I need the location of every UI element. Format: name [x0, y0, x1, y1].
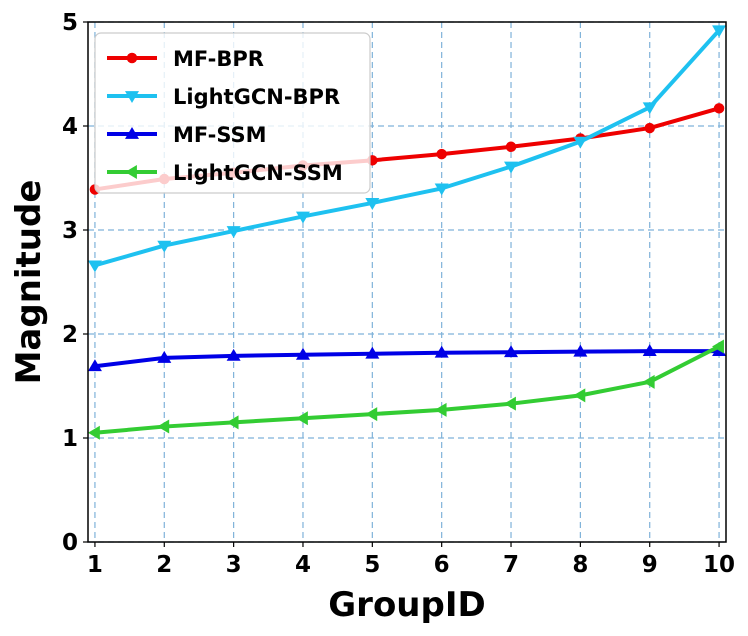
data-point: [365, 346, 380, 359]
x-tick-label: 9: [642, 552, 658, 578]
legend: MF-BPR LightGCN-BPR MF-SSM LightGCN-SSM: [94, 32, 371, 194]
data-point: [712, 25, 727, 38]
data-point: [713, 103, 725, 114]
data-point: [642, 102, 657, 115]
data-point: [87, 260, 102, 273]
data-point: [573, 344, 588, 357]
series-line: [94, 344, 720, 435]
plot-frame: [87, 21, 727, 543]
y-tick-label: 3: [62, 218, 78, 244]
series-lightgcn-ssm: [87, 339, 724, 440]
data-point: [504, 345, 519, 358]
data-point: [434, 183, 449, 196]
data-point: [504, 396, 516, 411]
legend-item: MF-BPR: [107, 47, 264, 71]
data-point: [642, 344, 657, 357]
legend-label: LightGCN-BPR: [173, 85, 340, 109]
legend-label: LightGCN-SSM: [173, 161, 343, 185]
series-lightgcn-bpr: [87, 25, 727, 273]
data-point: [573, 388, 586, 403]
series-line: [94, 349, 720, 369]
legend-item: LightGCN-BPR: [107, 85, 340, 109]
data-point: [295, 411, 308, 426]
data-point: [157, 240, 172, 253]
x-tick-label: 10: [703, 552, 735, 578]
data-point: [295, 211, 310, 224]
data-point: [295, 347, 310, 360]
data-point: [434, 402, 447, 417]
legend-item: LightGCN-SSM: [107, 161, 343, 185]
data-point: [642, 374, 655, 389]
data-point: [87, 425, 100, 440]
legend-item: MF-SSM: [107, 123, 267, 147]
series-line: [94, 28, 721, 268]
data-point: [573, 136, 588, 149]
data-point: [504, 161, 519, 174]
y-tick-label: 2: [62, 322, 78, 348]
data-point: [434, 345, 449, 358]
data-point: [436, 148, 447, 160]
x-tick-label: 3: [226, 552, 242, 578]
x-tick-label: 1: [87, 552, 103, 578]
data-point: [365, 407, 378, 422]
data-point: [644, 122, 655, 134]
x-tick-label: 7: [503, 552, 519, 578]
x-tick-label: 8: [572, 552, 588, 578]
x-tick-label: 5: [364, 552, 380, 578]
data-point: [157, 350, 172, 363]
y-tick-label: 4: [62, 114, 78, 140]
x-tick-label: 6: [434, 552, 450, 578]
data-point: [87, 359, 102, 372]
legend-box: [94, 32, 371, 194]
y-axis-title: Magnitude: [9, 180, 49, 385]
legend-swatch-marker: [125, 127, 139, 139]
legend-swatch-marker: [126, 52, 138, 64]
y-tick-label: 5: [62, 10, 78, 36]
data-point: [712, 339, 724, 354]
data-point: [226, 226, 241, 239]
x-axis-title: GroupID: [328, 585, 485, 625]
series-mf-ssm: [87, 344, 727, 372]
legend-swatch-marker: [125, 165, 137, 179]
legend-label: MF-SSM: [173, 123, 267, 147]
data-point: [226, 348, 241, 361]
data-point: [505, 141, 517, 153]
y-tick-label: 1: [62, 426, 78, 452]
data-point: [226, 415, 239, 430]
data-point: [365, 198, 380, 210]
legend-label: MF-BPR: [173, 47, 264, 71]
x-tick-label: 2: [156, 552, 172, 578]
data-point: [157, 419, 170, 434]
legend-swatch-marker: [125, 91, 139, 103]
y-tick-label: 0: [62, 530, 78, 556]
x-tick-label: 4: [295, 552, 311, 578]
